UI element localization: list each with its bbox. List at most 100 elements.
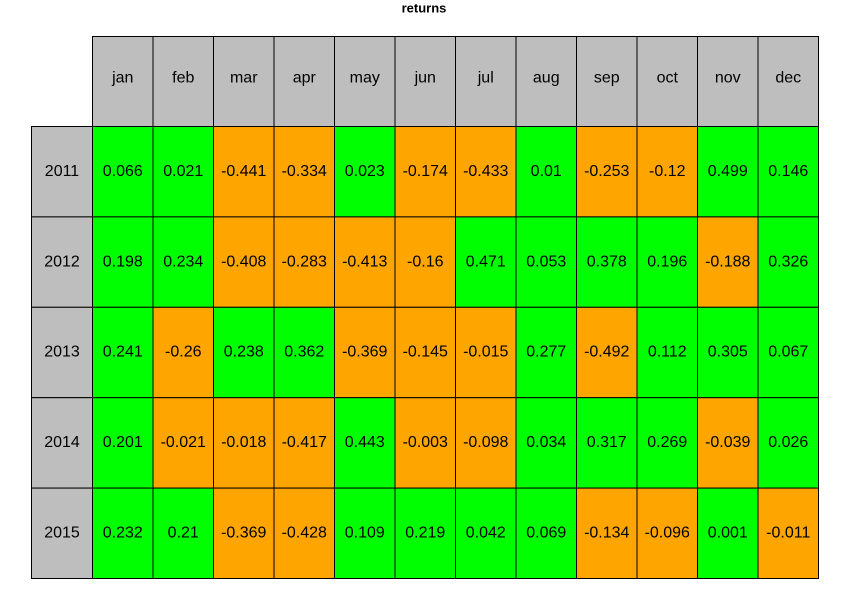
value-cell [92,216,154,308]
value-cell [455,397,517,489]
cell-value: 0.378 [587,253,627,270]
value-cell [515,306,577,399]
header-cell [757,36,819,127]
value-cell [515,487,577,580]
cell-value: -0.16 [407,253,444,270]
value-cell [455,126,517,218]
value-cell [213,397,275,489]
cell-value: 0.01 [531,163,562,180]
value-cell [576,216,638,308]
value-cell [394,306,456,399]
cell-value: 0.042 [466,525,506,542]
header-cell [515,36,577,127]
cell-value: 0.317 [587,434,627,451]
value-cell [152,216,214,308]
column-header: dec [775,70,801,87]
cell-value: 0.067 [768,344,808,361]
cell-value: 0.023 [345,163,385,180]
value-cell [213,126,275,218]
row-label: 2014 [44,434,80,451]
column-header: apr [293,70,317,87]
header-cell [394,36,456,127]
cell-value: 0.112 [648,344,687,361]
value-cell [515,126,577,218]
value-cell [152,487,214,580]
cell-value: 0.053 [526,253,566,270]
value-cell [92,397,154,489]
header-cell [636,36,698,127]
cell-value: 0.219 [405,525,445,542]
cell-value: 0.238 [224,344,264,361]
value-cell [576,487,638,580]
cell-value: 0.234 [163,253,203,270]
value-cell [334,126,396,218]
column-header: oct [657,70,679,87]
cell-value: -0.12 [649,163,686,180]
value-cell [576,306,638,399]
cell-value: 0.026 [768,434,808,451]
value-cell [334,487,396,580]
cell-value: 0.241 [103,344,143,361]
value-cell [455,306,517,399]
value-cell [757,126,819,218]
row-label: 2011 [45,163,80,180]
cell-value: 0.021 [163,163,203,180]
value-cell [576,397,638,489]
table-title: returns [402,0,447,15]
value-cell [213,216,275,308]
cell-value: -0.015 [463,344,508,361]
cell-value: -0.018 [221,434,266,451]
value-cell [636,126,698,218]
cell-value: 0.305 [708,344,748,361]
cell-value: 0.069 [526,525,566,542]
value-cell [273,126,335,218]
value-cell [92,487,154,580]
cell-value: 0.066 [103,163,143,180]
cell-value: -0.039 [705,434,750,451]
header-cell [92,36,154,127]
column-header: sep [594,70,620,87]
value-cell [757,306,819,399]
header-cell [334,36,396,127]
value-cell [152,397,214,489]
cell-value: 0.198 [103,253,143,270]
cell-value: 0.21 [168,525,199,542]
value-cell [757,397,819,489]
cell-value: -0.145 [403,344,448,361]
column-header: jul [477,70,494,87]
row-label: 2012 [44,253,80,270]
cell-value: -0.334 [282,163,327,180]
cell-value: 0.232 [103,525,143,542]
cell-value: 0.109 [345,525,385,542]
cell-value: -0.413 [342,253,387,270]
cell-value: -0.428 [282,525,327,542]
cell-value: 0.146 [768,163,808,180]
cell-value: -0.283 [282,253,327,270]
cell-value: -0.417 [282,434,327,451]
value-cell [213,306,275,399]
cell-value: -0.253 [584,163,629,180]
cell-value: -0.369 [342,344,387,361]
value-cell [757,487,819,580]
value-cell [273,397,335,489]
value-cell [92,306,154,399]
value-cell [697,306,759,399]
cell-value: 0.443 [345,434,385,451]
cell-value: -0.011 [766,525,810,542]
column-header: nov [715,70,741,87]
cell-value: -0.433 [463,163,508,180]
value-cell [697,487,759,580]
value-cell [334,216,396,308]
value-cell [213,487,275,580]
row-header-cell [31,306,93,399]
column-header: feb [172,70,194,87]
value-cell [697,216,759,308]
value-cell [92,126,154,218]
header-cell [273,36,335,127]
value-cell [636,487,698,580]
cell-value: -0.096 [645,525,690,542]
cell-value: -0.003 [403,434,448,451]
value-cell [394,126,456,218]
cell-value: -0.174 [403,163,448,180]
